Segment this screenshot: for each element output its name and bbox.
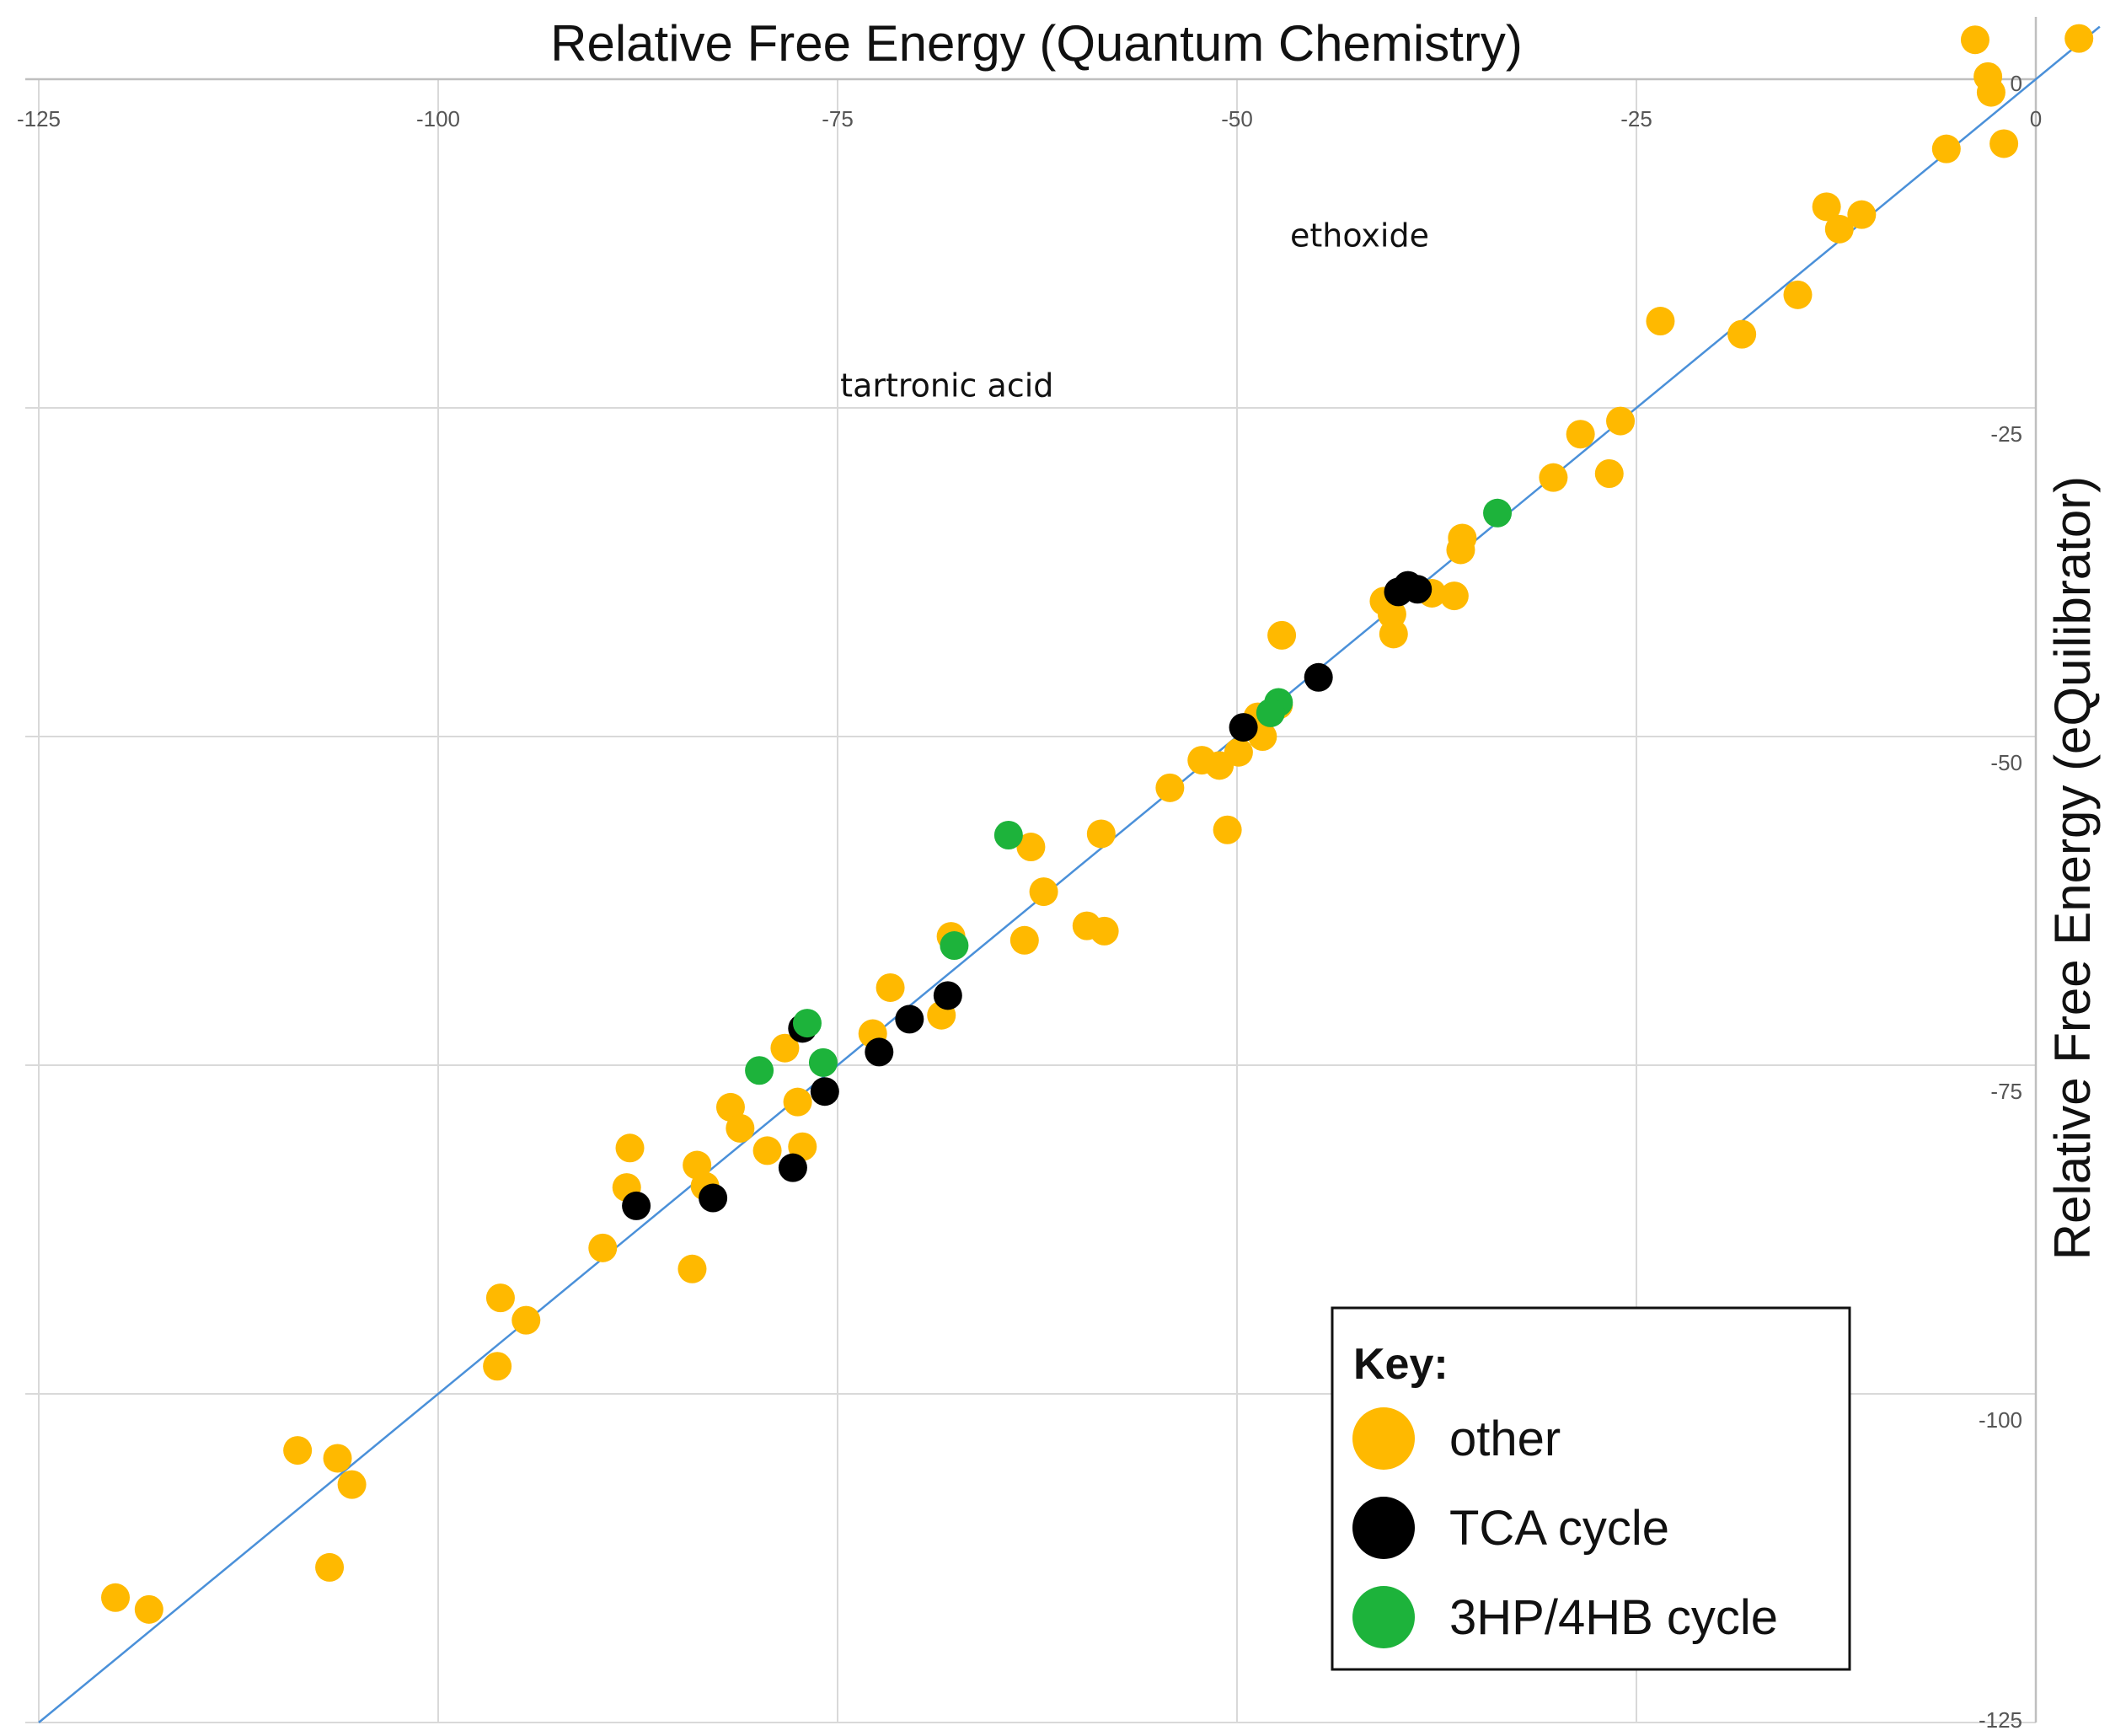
point-other (485, 1283, 515, 1313)
point-3hp-4hb-cycle (940, 931, 969, 961)
point-other (726, 1113, 755, 1143)
data-points (101, 24, 2094, 1624)
point-other (1606, 406, 1636, 436)
point-other (511, 1305, 541, 1335)
chart-title: Relative Free Energy (Quantum Chemistry) (550, 15, 1523, 72)
point-3hp-4hb-cycle (745, 1056, 774, 1085)
point-other (1009, 925, 1039, 955)
point-other (1976, 78, 2006, 107)
point-other (1090, 916, 1119, 946)
reference-line-group (38, 25, 2101, 1723)
y-tick-label: -125 (1979, 1707, 2022, 1733)
point-other (1379, 619, 1408, 649)
point-other (1213, 815, 1242, 844)
point-other (1812, 192, 1841, 222)
point-other (1824, 214, 1854, 244)
point-other (101, 1583, 131, 1612)
legend-marker-tca-cycle (1352, 1497, 1415, 1559)
point-other (677, 1254, 707, 1283)
y-tick-label: -100 (1979, 1407, 2022, 1433)
point-other (1847, 200, 1877, 229)
point-other (1439, 581, 1469, 611)
point-other (323, 1444, 352, 1473)
x-tick-label: -125 (17, 106, 61, 131)
legend-marker-other (1352, 1407, 1415, 1470)
legend-label-3hp-4hb-cycle: 3HP/4HB cycle (1449, 1590, 1778, 1645)
x-tick-label: -100 (416, 106, 460, 131)
point-other (337, 1470, 367, 1499)
point-other (783, 1087, 812, 1117)
legend: Key: other TCA cycle 3HP/4HB cycle (1331, 1306, 1851, 1671)
annotation-label: ethoxide (1290, 217, 1429, 255)
point-other (1187, 746, 1217, 775)
point-other (2064, 24, 2094, 53)
point-tca-cycle (778, 1153, 807, 1182)
point-tca-cycle (622, 1191, 651, 1220)
point-other (588, 1233, 618, 1262)
y-tick-label: 0 (2011, 71, 2022, 96)
point-other (1960, 25, 1989, 55)
point-other (1566, 420, 1595, 449)
reference-line (38, 25, 2101, 1723)
point-3hp-4hb-cycle (1256, 698, 1285, 727)
point-other (752, 1136, 782, 1165)
point-other (1783, 280, 1813, 309)
point-tca-cycle (933, 981, 962, 1010)
point-other (134, 1594, 163, 1624)
point-tca-cycle (699, 1183, 728, 1213)
legend-box (1331, 1306, 1851, 1671)
point-3hp-4hb-cycle (792, 1009, 822, 1038)
point-other (1539, 463, 1568, 492)
point-other (1155, 773, 1185, 802)
y-axis-label: Relative Free Energy (eQuilibrator) (2044, 476, 2101, 1260)
point-other (1446, 535, 1475, 565)
y-tick-label: -50 (1990, 750, 2022, 775)
point-other (1727, 319, 1757, 349)
point-3hp-4hb-cycle (808, 1047, 838, 1077)
point-tca-cycle (810, 1077, 839, 1106)
legend-title: Key: (1353, 1340, 1449, 1389)
point-tca-cycle (865, 1037, 894, 1067)
point-other (1989, 129, 2019, 158)
point-other (1016, 833, 1046, 862)
point-tca-cycle (1384, 577, 1413, 607)
annotations: ethoxide tartronic acid (840, 217, 1429, 405)
point-other (315, 1552, 345, 1582)
point-other (876, 972, 905, 1002)
point-other (1029, 877, 1058, 907)
axes (25, 17, 2038, 1723)
x-tick-label: -50 (1221, 106, 1253, 131)
tick-labels: -125 -100 -75 -50 -25 00 -25 -50 -75 -100 -125 (17, 71, 2042, 1733)
x-tick-label: 0 (2030, 106, 2042, 131)
point-other (770, 1033, 800, 1063)
point-other (1267, 620, 1297, 650)
legend-label-other: other (1449, 1412, 1561, 1466)
x-tick-label: -75 (822, 106, 854, 131)
point-other (1646, 307, 1675, 336)
point-other (1594, 459, 1624, 488)
point-3hp-4hb-cycle (993, 821, 1023, 849)
point-other (1086, 819, 1116, 849)
point-tca-cycle (895, 1005, 924, 1034)
y-tick-label: -75 (1990, 1079, 2022, 1104)
point-other (283, 1436, 313, 1465)
point-other (615, 1133, 645, 1163)
point-tca-cycle (1304, 662, 1333, 692)
point-3hp-4hb-cycle (1483, 498, 1513, 528)
legend-marker-3hp-4hb-cycle (1352, 1586, 1415, 1648)
point-other (483, 1352, 512, 1381)
legend-label-tca-cycle: TCA cycle (1449, 1501, 1669, 1556)
point-tca-cycle (1229, 713, 1258, 742)
annotation-label: tartronic acid (840, 367, 1053, 404)
x-tick-label: -25 (1620, 106, 1652, 131)
y-tick-label: -25 (1990, 421, 2022, 447)
point-other (1931, 134, 1961, 163)
